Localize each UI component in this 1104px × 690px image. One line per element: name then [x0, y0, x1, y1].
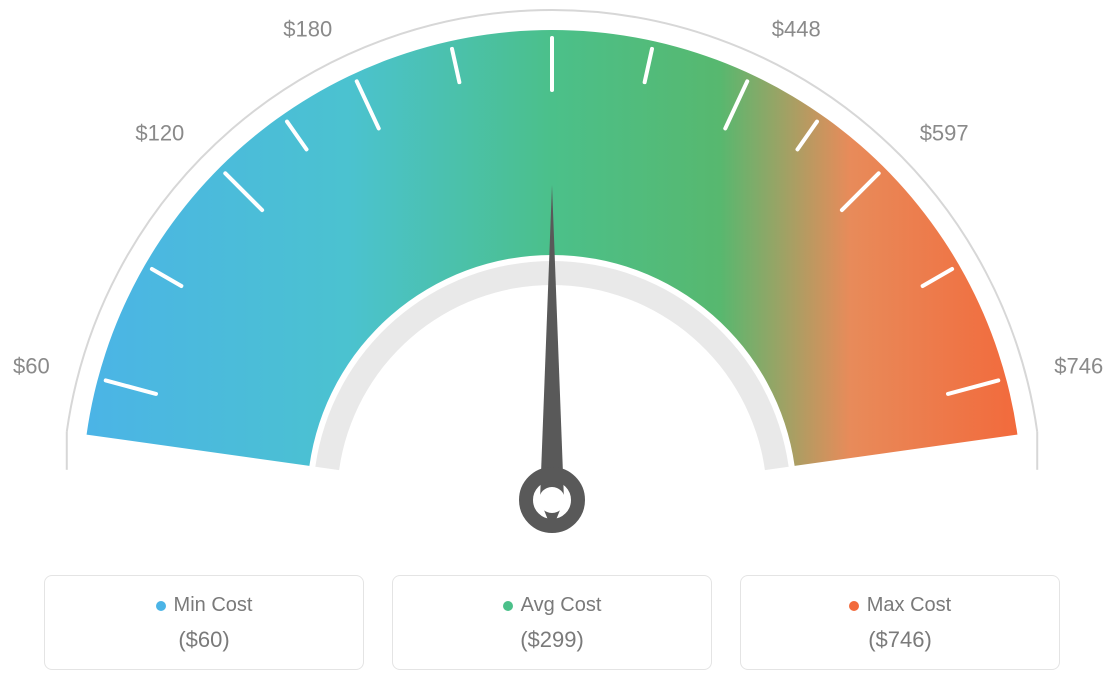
- legend-max-card: Max Cost ($746): [740, 575, 1060, 670]
- legend-min-title: Min Cost: [156, 594, 253, 617]
- legend-row: Min Cost ($60) Avg Cost ($299) Max Cost …: [0, 575, 1104, 670]
- legend-min-value: ($60): [55, 627, 353, 653]
- legend-avg-title: Avg Cost: [503, 594, 602, 617]
- svg-text:$120: $120: [135, 120, 184, 145]
- legend-avg-value: ($299): [403, 627, 701, 653]
- legend-avg-label: Avg Cost: [521, 594, 602, 617]
- dot-icon: [503, 601, 513, 611]
- legend-max-value: ($746): [751, 627, 1049, 653]
- legend-min-label: Min Cost: [174, 594, 253, 617]
- svg-text:$60: $60: [13, 353, 50, 378]
- dot-icon: [849, 601, 859, 611]
- svg-text:$746: $746: [1054, 353, 1103, 378]
- legend-max-label: Max Cost: [867, 594, 951, 617]
- legend-max-title: Max Cost: [849, 594, 951, 617]
- svg-text:$448: $448: [772, 17, 821, 42]
- svg-text:$180: $180: [283, 17, 332, 42]
- legend-min-card: Min Cost ($60): [44, 575, 364, 670]
- svg-text:$597: $597: [920, 120, 969, 145]
- cost-gauge: $60$120$180$299$448$597$746: [0, 0, 1104, 560]
- dot-icon: [156, 601, 166, 611]
- legend-avg-card: Avg Cost ($299): [392, 575, 712, 670]
